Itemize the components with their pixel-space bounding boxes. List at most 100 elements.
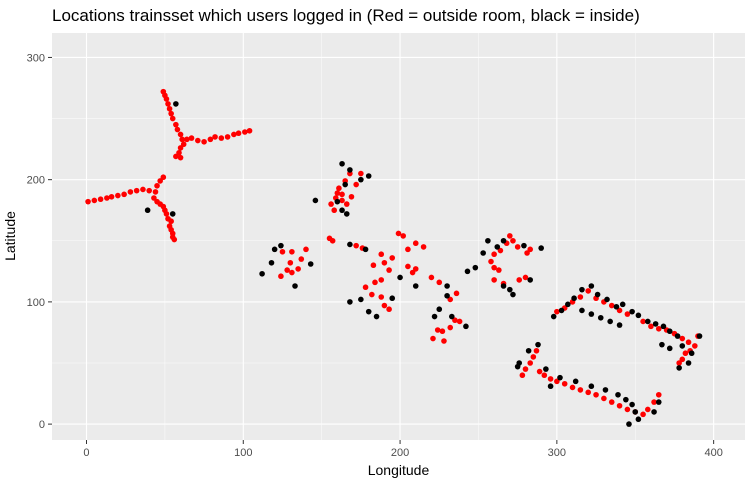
- data-point: [480, 250, 486, 256]
- data-point: [336, 185, 342, 192]
- data-point: [307, 261, 314, 267]
- data-point: [619, 301, 626, 308]
- data-point: [558, 307, 565, 314]
- data-point: [279, 248, 286, 255]
- data-point: [640, 318, 646, 325]
- data-point: [682, 350, 689, 357]
- data-point: [169, 115, 176, 122]
- data-point: [524, 250, 530, 256]
- data-points: [85, 88, 703, 427]
- data-point: [339, 191, 345, 198]
- data-point: [168, 110, 174, 117]
- data-point: [146, 187, 153, 194]
- chart-title: Locations trainsset which users logged i…: [52, 6, 640, 25]
- data-point: [500, 283, 507, 289]
- data-point: [347, 241, 353, 248]
- data-point: [585, 288, 592, 294]
- data-point: [464, 268, 471, 275]
- data-point: [522, 274, 529, 281]
- data-point: [287, 259, 294, 266]
- data-point: [212, 134, 218, 140]
- data-point: [163, 96, 170, 102]
- data-point: [554, 308, 560, 315]
- data-point: [231, 131, 237, 138]
- data-point: [431, 313, 438, 320]
- data-point: [497, 247, 504, 254]
- data-point: [496, 267, 502, 273]
- data-point: [378, 277, 385, 283]
- data-point: [339, 207, 345, 214]
- data-point: [613, 303, 620, 310]
- data-point: [207, 136, 214, 143]
- data-point: [428, 274, 435, 281]
- x-tick-label: 0: [83, 447, 89, 459]
- data-point: [365, 308, 372, 315]
- data-point: [655, 391, 662, 398]
- x-tick-label: 400: [704, 447, 722, 459]
- data-point: [358, 170, 364, 177]
- data-point: [140, 186, 146, 193]
- data-point: [168, 218, 174, 225]
- x-axis-label: Longitude: [367, 462, 430, 478]
- data-point: [347, 299, 353, 305]
- data-point: [507, 286, 513, 293]
- x-tick-label: 300: [548, 447, 566, 459]
- data-point: [660, 323, 667, 330]
- data-point: [629, 401, 635, 408]
- data-point: [588, 311, 595, 317]
- data-point: [115, 192, 121, 199]
- data-point: [397, 274, 403, 281]
- data-point: [538, 245, 544, 251]
- data-point: [626, 421, 632, 427]
- data-point: [405, 246, 411, 253]
- data-point: [171, 236, 178, 243]
- data-point: [655, 399, 662, 405]
- data-point: [616, 402, 623, 409]
- data-point: [420, 244, 427, 250]
- data-point: [195, 137, 201, 144]
- data-point: [535, 341, 541, 348]
- data-point: [616, 322, 623, 328]
- data-point: [284, 267, 290, 273]
- data-point: [648, 323, 654, 330]
- data-point: [485, 237, 491, 244]
- data-point: [676, 360, 682, 366]
- data-point: [163, 211, 170, 217]
- data-point: [329, 237, 336, 244]
- data-point: [644, 318, 651, 325]
- data-point: [572, 378, 579, 385]
- data-point: [386, 267, 392, 273]
- data-point: [389, 255, 396, 261]
- data-point: [456, 318, 463, 325]
- data-point: [246, 127, 253, 134]
- data-point: [369, 291, 375, 298]
- data-point: [447, 296, 454, 303]
- data-point: [242, 129, 248, 135]
- data-point: [295, 266, 301, 272]
- data-point: [292, 283, 298, 289]
- data-point: [430, 335, 436, 342]
- data-point: [180, 141, 187, 148]
- data-point: [615, 391, 621, 398]
- data-point: [541, 372, 548, 379]
- y-tick-label: 0: [39, 419, 45, 431]
- data-point: [588, 283, 595, 289]
- data-point: [444, 283, 450, 289]
- data-point: [412, 283, 419, 289]
- y-tick-label: 200: [27, 175, 45, 187]
- x-tick-label: 200: [391, 447, 409, 459]
- axis-ticks: 0 100 200 300 400 0 100 200 300: [27, 52, 723, 459]
- data-point: [510, 237, 516, 244]
- data-point: [358, 296, 364, 303]
- data-point: [372, 279, 378, 286]
- data-point: [577, 387, 584, 393]
- data-point: [343, 211, 350, 217]
- data-point: [353, 242, 359, 249]
- data-point: [303, 246, 309, 253]
- data-point: [173, 121, 179, 128]
- data-point: [679, 343, 686, 349]
- data-point: [554, 378, 560, 385]
- data-point: [579, 307, 585, 314]
- data-point: [97, 196, 104, 203]
- data-point: [378, 294, 385, 300]
